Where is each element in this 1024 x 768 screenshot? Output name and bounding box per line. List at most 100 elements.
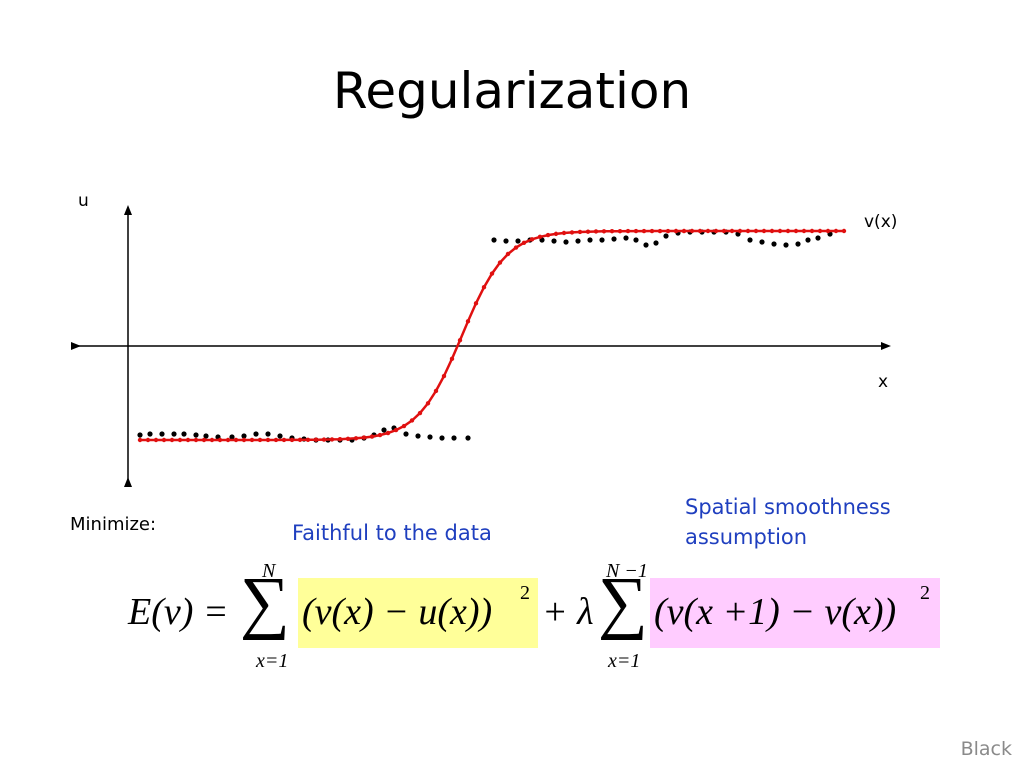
fit-point — [201, 437, 207, 443]
slide-title: Regularization — [332, 62, 692, 120]
fit-point — [529, 237, 535, 242]
data-point — [171, 431, 177, 437]
fit-point — [457, 338, 463, 343]
fit-point — [569, 230, 575, 235]
data-point — [181, 431, 187, 437]
data-point — [643, 242, 649, 248]
fit-point — [497, 260, 503, 265]
fit-point — [537, 234, 543, 240]
fit-point — [385, 430, 391, 436]
fit-point — [377, 432, 383, 438]
data-point — [575, 238, 581, 244]
smoothness-annotation: Spatial smoothness assumption — [685, 492, 891, 552]
fit-point — [657, 228, 663, 234]
fit-point — [617, 228, 623, 234]
smoothness-line-2: assumption — [685, 525, 808, 549]
data-point — [783, 242, 789, 248]
fit-point — [425, 401, 431, 406]
fit-point — [305, 437, 311, 443]
fit-point — [401, 423, 407, 429]
fit-point — [777, 228, 783, 234]
fit-point — [625, 228, 631, 234]
data-point — [563, 239, 569, 245]
minimize-label: Minimize: — [70, 514, 157, 535]
fit-point — [185, 437, 191, 443]
fit-point — [249, 437, 255, 443]
fit-point — [809, 228, 815, 234]
fit-point — [505, 251, 511, 257]
fit-point — [153, 437, 159, 443]
fit-point — [433, 388, 439, 394]
noisy-data-points — [137, 229, 833, 443]
sum-symbol-1: ∑ — [240, 564, 290, 641]
fit-point — [161, 437, 167, 443]
data-point — [137, 432, 143, 438]
fit-point — [641, 228, 647, 234]
fit-point — [601, 229, 607, 234]
data-point — [759, 239, 765, 245]
fit-point — [689, 228, 695, 234]
data-point — [587, 237, 593, 243]
fit-point — [449, 356, 455, 362]
fit-point — [553, 231, 559, 237]
data-point — [451, 435, 457, 441]
fit-point — [177, 437, 183, 443]
fit-point — [465, 319, 471, 324]
plus-lambda: + λ — [542, 591, 594, 633]
fit-point — [169, 437, 175, 443]
fit-point — [673, 228, 679, 234]
sum-symbol-2: ∑ — [598, 564, 648, 641]
fit-point — [801, 228, 807, 234]
fit-point — [193, 437, 199, 443]
data-point — [159, 431, 165, 437]
fit-point — [681, 228, 687, 234]
fit-point — [521, 240, 527, 245]
fit-point — [825, 228, 831, 234]
data-point — [815, 235, 821, 241]
fit-point — [633, 228, 639, 234]
fit-point — [609, 229, 615, 234]
fit-point — [417, 410, 423, 416]
fit-point — [409, 418, 415, 423]
data-point — [241, 433, 247, 439]
fit-point — [721, 228, 727, 234]
fit-point — [345, 436, 351, 442]
data-term: (v(x) − u(x)) — [302, 591, 493, 633]
data-point — [265, 431, 271, 437]
data-point — [203, 433, 209, 439]
data-point — [253, 431, 259, 437]
data-point — [663, 233, 669, 239]
smoothness-term: (v(x +1) − v(x)) — [654, 591, 897, 633]
data-point — [771, 241, 777, 247]
data-point — [515, 238, 521, 244]
fit-point — [489, 271, 495, 276]
data-point — [653, 240, 659, 246]
data-point — [381, 427, 387, 433]
fit-point — [697, 228, 703, 234]
data-point — [147, 431, 153, 437]
fit-point — [577, 229, 583, 235]
fit-point — [737, 228, 743, 234]
smoothness-line-1: Spatial smoothness — [685, 495, 891, 519]
sum2-upper-limit: N −1 — [606, 560, 648, 582]
fit-point — [841, 228, 847, 234]
x-axis-label: x — [878, 372, 889, 392]
fit-point — [233, 437, 239, 443]
fit-point — [705, 228, 711, 234]
fit-point — [761, 228, 767, 234]
fit-point — [281, 437, 287, 443]
equation-lhs: E(v) = — [128, 591, 229, 633]
data-point — [465, 435, 471, 441]
sum2-lower-limit: x=1 — [608, 650, 641, 672]
fit-point — [745, 228, 751, 234]
fit-point — [441, 373, 447, 379]
fit-point — [289, 437, 295, 443]
data-point — [611, 236, 617, 242]
data-point — [747, 237, 753, 243]
data-point — [229, 434, 235, 440]
fit-point — [473, 301, 479, 306]
fit-point — [241, 437, 247, 443]
data-point — [795, 241, 801, 247]
smoothness-term-power: 2 — [920, 582, 930, 604]
